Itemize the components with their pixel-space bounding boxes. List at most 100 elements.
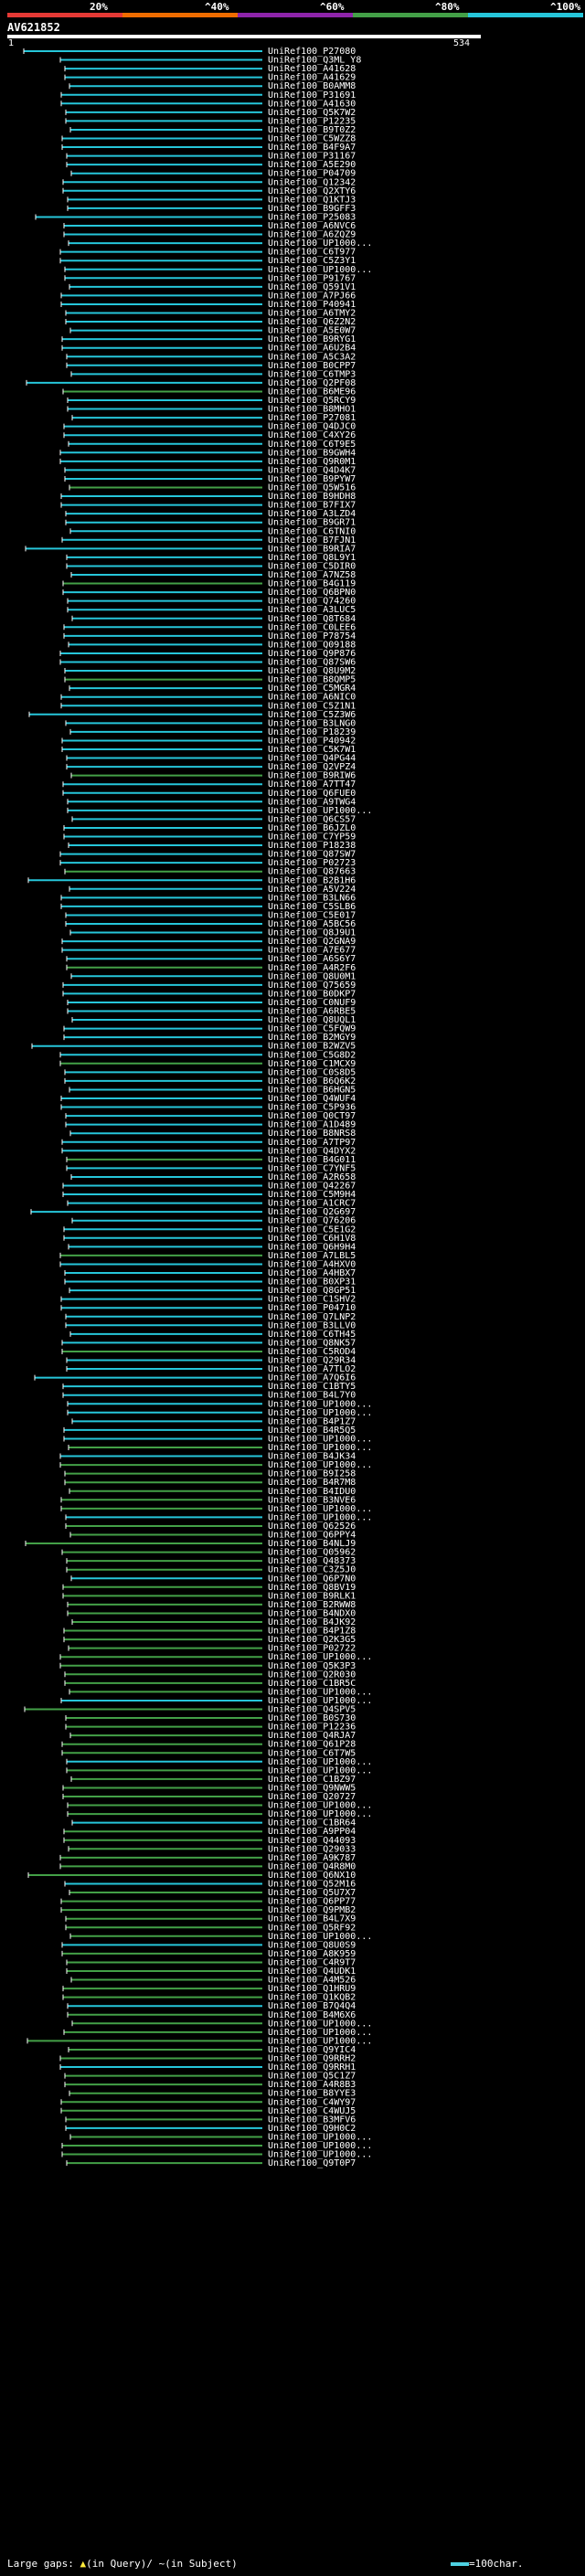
hit-label[interactable]: UniRef100_Q8T684 xyxy=(268,614,356,624)
hit-label[interactable]: UniRef100_B2RWW8 xyxy=(268,1600,356,1610)
hit-label[interactable]: UniRef100_B2MGY9 xyxy=(268,1033,356,1043)
hit-label[interactable]: UniRef100_Q44093 xyxy=(268,1836,356,1846)
hit-label[interactable]: UniRef100_B7FJN1 xyxy=(268,535,356,546)
hit-label[interactable]: UniRef100_B9RIA7 xyxy=(268,544,356,554)
hit-label[interactable]: UniRef100_Q8UQL1 xyxy=(268,1015,356,1025)
hit-label[interactable]: UniRef100_Q2K3G5 xyxy=(268,1635,356,1645)
hit-label[interactable]: UniRef100_B3LN66 xyxy=(268,893,356,903)
hit-label[interactable]: UniRef100_Q7LNP2 xyxy=(268,1312,356,1322)
hit-label[interactable]: UniRef100_Q4SPV5 xyxy=(268,1705,356,1715)
hit-label[interactable]: UniRef100_C1BR5C xyxy=(268,1679,356,1689)
hit-label[interactable]: UniRef100_Q20727 xyxy=(268,1792,356,1802)
hit-label[interactable]: UniRef100_UP1000... xyxy=(268,1765,372,1776)
hit-label[interactable]: UniRef100_P18239 xyxy=(268,727,356,737)
hit-label[interactable]: UniRef100_P12236 xyxy=(268,1723,356,1733)
hit-label[interactable]: UniRef100_UP1000... xyxy=(268,1801,372,1811)
hit-label[interactable]: UniRef100_B3LNG0 xyxy=(268,718,356,728)
hit-label[interactable]: UniRef100_UP1000... xyxy=(268,2132,372,2142)
hit-label[interactable]: UniRef100_B4L7Y0 xyxy=(268,1391,356,1401)
hit-label[interactable]: UniRef100_C1BTY5 xyxy=(268,1382,356,1392)
hit-label[interactable]: UniRef100_C5MGR4 xyxy=(268,684,356,694)
hit-label[interactable]: UniRef100_C5FQW9 xyxy=(268,1024,356,1034)
hit-label[interactable]: UniRef100_Q8NK57 xyxy=(268,1338,356,1348)
hit-label[interactable]: UniRef100_B9RIW6 xyxy=(268,771,356,781)
hit-label[interactable]: UniRef100_A7PJ66 xyxy=(268,291,356,301)
hit-label[interactable]: UniRef100_A4HXV0 xyxy=(268,1259,356,1269)
hit-label[interactable]: UniRef100_C5WZZ8 xyxy=(268,134,356,144)
hit-label[interactable]: UniRef100_C3Z5J0 xyxy=(268,1565,356,1575)
hit-label[interactable]: UniRef100_UP1000... xyxy=(268,1687,372,1697)
hit-label[interactable]: UniRef100_Q8J9U1 xyxy=(268,928,356,938)
hit-label[interactable]: UniRef100_A7E677 xyxy=(268,946,356,956)
hit-label[interactable]: UniRef100_A41629 xyxy=(268,73,356,83)
hit-label[interactable]: UniRef100_UP1000... xyxy=(268,1696,372,1706)
hit-label[interactable]: UniRef100_P02722 xyxy=(268,1644,356,1654)
hit-label[interactable]: UniRef100_B9RYG1 xyxy=(268,334,356,345)
hit-label[interactable]: UniRef100_Q591V1 xyxy=(268,282,356,292)
hit-label[interactable]: UniRef100_A6S6Y7 xyxy=(268,954,356,964)
hit-label[interactable]: UniRef100_P31167 xyxy=(268,152,356,162)
hit-label[interactable]: UniRef100_C7YP59 xyxy=(268,832,356,843)
hit-label[interactable]: UniRef100_Q6Z2N2 xyxy=(268,317,356,327)
hit-label[interactable]: UniRef100_A5E290 xyxy=(268,160,356,170)
hit-label[interactable]: UniRef100_Q4DJC0 xyxy=(268,422,356,432)
hit-label[interactable]: UniRef100_UP1000... xyxy=(268,239,372,249)
hit-label[interactable]: UniRef100_Q0CT97 xyxy=(268,1111,356,1121)
hit-label[interactable]: UniRef100_B2WZV5 xyxy=(268,1042,356,1052)
hit-label[interactable]: UniRef100_B4L7X9 xyxy=(268,1914,356,1924)
hit-label[interactable]: UniRef100_A3LUC5 xyxy=(268,605,356,615)
hit-label[interactable]: UniRef100_Q6NX10 xyxy=(268,1871,356,1881)
hit-label[interactable]: UniRef100_UP1000... xyxy=(268,2036,372,2046)
hit-label[interactable]: UniRef100_Q6FUE0 xyxy=(268,789,356,799)
hit-label[interactable]: UniRef100_B4R5Q5 xyxy=(268,1426,356,1436)
hit-label[interactable]: UniRef100_C7YNF5 xyxy=(268,1163,356,1173)
hit-label[interactable]: UniRef100_Q8U0M1 xyxy=(268,971,356,981)
hit-label[interactable]: UniRef100_A9PP04 xyxy=(268,1827,356,1837)
hit-label[interactable]: UniRef100_Q9PMB2 xyxy=(268,1905,356,1915)
hit-label[interactable]: UniRef100_UP1000... xyxy=(268,1932,372,1942)
hit-label[interactable]: UniRef100_Q62526 xyxy=(268,1521,356,1532)
hit-label[interactable]: UniRef100_B4JK92 xyxy=(268,1617,356,1627)
hit-label[interactable]: UniRef100_P40942 xyxy=(268,736,356,746)
hit-label[interactable]: UniRef100_Q2PF08 xyxy=(268,378,356,388)
hit-label[interactable]: UniRef100_A4HBX7 xyxy=(268,1268,356,1278)
hit-label[interactable]: UniRef100_C5K7W1 xyxy=(268,745,356,755)
hit-label[interactable]: UniRef100_Q2XTY6 xyxy=(268,186,356,196)
hit-label[interactable]: UniRef100_C0LEE6 xyxy=(268,622,356,632)
hit-label[interactable]: UniRef100_C4R9T7 xyxy=(268,1957,356,1967)
hit-label[interactable]: UniRef100_C5Z3Y1 xyxy=(268,256,356,266)
hit-label[interactable]: UniRef100_Q29R34 xyxy=(268,1356,356,1366)
hit-label[interactable]: UniRef100_B8MHO1 xyxy=(268,405,356,415)
hit-label[interactable]: UniRef100_UP1000... xyxy=(268,2019,372,2029)
hit-label[interactable]: UniRef100_A9TWG4 xyxy=(268,797,356,807)
hit-label[interactable]: UniRef100_C6TH45 xyxy=(268,1330,356,1340)
hit-label[interactable]: UniRef100_C5G8D2 xyxy=(268,1050,356,1060)
hit-label[interactable]: UniRef100_B3MFV6 xyxy=(268,2115,356,2125)
hit-label[interactable]: UniRef100_C6T977 xyxy=(268,248,356,258)
hit-label[interactable]: UniRef100_P40941 xyxy=(268,300,356,310)
hit-label[interactable]: UniRef100_C5Z3W6 xyxy=(268,710,356,720)
hit-label[interactable]: UniRef100_A7TT47 xyxy=(268,779,356,790)
hit-label[interactable]: UniRef100_B0CPP7 xyxy=(268,361,356,371)
hit-label[interactable]: UniRef100_C0S8D5 xyxy=(268,1067,356,1077)
hit-label[interactable]: UniRef100_P02723 xyxy=(268,858,356,868)
hit-label[interactable]: UniRef100_Q5RF92 xyxy=(268,1923,356,1933)
hit-label[interactable]: UniRef100_UP1000... xyxy=(268,1652,372,1662)
hit-label[interactable]: UniRef100_B4F9A7 xyxy=(268,143,356,153)
hit-label[interactable]: UniRef100_C5M9H4 xyxy=(268,1190,356,1200)
hit-label[interactable]: UniRef100_B4G119 xyxy=(268,579,356,589)
hit-label[interactable]: UniRef100_A7LBL5 xyxy=(268,1251,356,1261)
hit-label[interactable]: UniRef100_C6H1V8 xyxy=(268,1234,356,1244)
hit-label[interactable]: UniRef100_B3NVE6 xyxy=(268,1495,356,1505)
hit-label[interactable]: UniRef100_Q12342 xyxy=(268,177,356,187)
hit-label[interactable]: UniRef100_Q6BPN0 xyxy=(268,588,356,598)
hit-label[interactable]: UniRef100_B4G011 xyxy=(268,1155,356,1165)
hit-label[interactable]: UniRef100_A6TMY2 xyxy=(268,309,356,319)
hit-label[interactable]: UniRef100_B9PYW7 xyxy=(268,474,356,484)
hit-label[interactable]: UniRef100_A5E0W7 xyxy=(268,326,356,336)
hit-label[interactable]: UniRef100_Q5W516 xyxy=(268,483,356,493)
hit-label[interactable]: UniRef100_P25083 xyxy=(268,212,356,222)
hit-label[interactable]: UniRef100_Q87663 xyxy=(268,867,356,877)
hit-label[interactable]: UniRef100_UP1000... xyxy=(268,806,372,816)
hit-label[interactable]: UniRef100_C1BR64 xyxy=(268,1818,356,1829)
